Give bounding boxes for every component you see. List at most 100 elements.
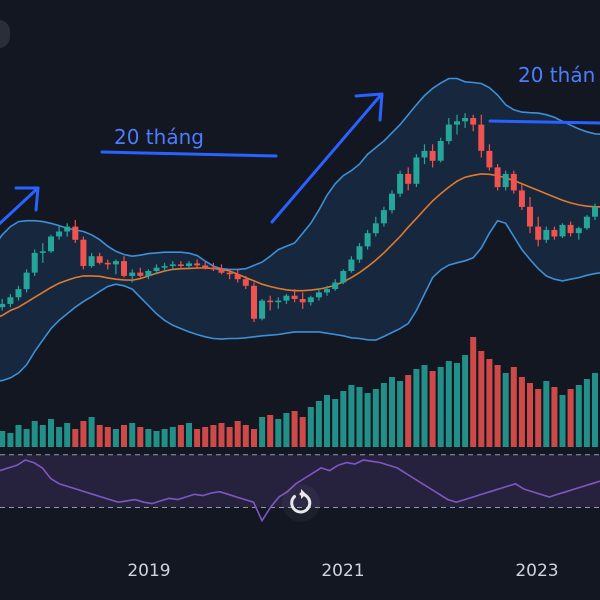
volume-bar	[39, 425, 46, 447]
volume-bar	[356, 387, 363, 447]
volume-bar	[535, 389, 542, 447]
x-tick-2023: 2023	[515, 561, 558, 581]
x-tick-2021: 2021	[321, 561, 364, 581]
annotation-arrow-1	[0, 186, 40, 226]
candle-body	[356, 246, 363, 260]
volume-bar	[462, 355, 469, 447]
volume-bar	[575, 385, 582, 447]
candle-body	[445, 124, 452, 142]
candle-body	[112, 261, 119, 265]
candle-body	[283, 295, 290, 301]
volume-bar	[559, 395, 566, 447]
candle-body	[88, 256, 95, 267]
volume-bar	[267, 415, 274, 447]
candle-body	[7, 297, 14, 304]
volume-bar	[421, 365, 428, 447]
volume-bar	[478, 351, 485, 447]
volume-bar	[145, 429, 152, 447]
volume-bar	[202, 427, 209, 447]
volume-bar	[494, 365, 501, 447]
volume-bar	[315, 401, 322, 447]
candle-body	[259, 300, 266, 319]
candle-body	[592, 206, 598, 217]
candle-body	[121, 261, 127, 276]
candle-body	[437, 141, 444, 161]
volume-bar	[0, 431, 6, 447]
candle-body	[129, 272, 136, 276]
volume-bar	[186, 423, 192, 447]
candle-body	[251, 285, 257, 319]
candle-body	[15, 289, 22, 298]
volume-bar	[332, 399, 339, 447]
candle-body	[575, 228, 582, 234]
candle-body	[23, 272, 30, 290]
annotation-line-2	[488, 119, 600, 125]
candle-body	[104, 262, 111, 265]
candle-body	[64, 226, 71, 232]
candle-body	[486, 150, 493, 168]
volume-bar	[72, 429, 79, 447]
candle-body	[137, 272, 144, 276]
candle-body	[470, 118, 477, 125]
candle-body	[324, 289, 330, 293]
candle-body	[429, 150, 436, 161]
volume-bar	[437, 367, 444, 447]
candle-body	[462, 118, 469, 122]
candle-body	[267, 300, 274, 303]
candle-body	[202, 265, 209, 268]
volume-bar	[372, 389, 379, 447]
replay-button[interactable]	[282, 484, 320, 522]
candle-body	[405, 173, 412, 184]
volume-bar	[242, 425, 249, 447]
candle-body	[478, 124, 485, 151]
candle-body	[510, 173, 517, 191]
bollinger-upper-line	[0, 77, 600, 271]
candle-body	[502, 173, 509, 188]
candle-body	[518, 190, 525, 207]
candle-body	[242, 279, 249, 286]
candle-body	[56, 231, 63, 237]
candle-body	[145, 271, 152, 276]
volume-bar	[88, 417, 95, 447]
volume-bar	[104, 427, 111, 447]
candle-body	[551, 229, 558, 237]
panel-toggle-button[interactable]	[0, 20, 10, 48]
volume-bar	[397, 381, 404, 447]
volume-bar	[283, 413, 290, 447]
volume-bar	[470, 337, 477, 447]
rsi-line	[0, 459, 600, 523]
candle-body	[494, 167, 501, 188]
volume-bar	[129, 423, 136, 447]
candle-body	[96, 256, 103, 263]
volume-bar	[96, 425, 103, 447]
annotation-arrow-2	[270, 94, 382, 224]
volume-bar	[194, 429, 201, 447]
candle-body	[583, 216, 590, 229]
volume-bar	[364, 393, 371, 447]
candle-body	[340, 271, 347, 283]
volume-bar	[275, 419, 282, 447]
candle-body	[299, 299, 306, 303]
candle-body	[421, 150, 428, 158]
volume-bar	[348, 385, 355, 447]
candle-body	[397, 173, 404, 194]
volume-bar	[380, 383, 387, 447]
volume-bar	[413, 369, 420, 447]
volume-bar	[299, 417, 306, 447]
candle-body	[161, 266, 168, 268]
candle-body	[364, 233, 371, 247]
candle-body	[39, 251, 46, 253]
volume-bar	[502, 373, 509, 447]
replay-icon	[290, 489, 312, 514]
volume-bar	[31, 421, 38, 447]
volume-bar	[510, 367, 517, 447]
candle-body	[226, 272, 233, 275]
annotation-label-1: 20 tháng	[114, 125, 204, 149]
volume-bar	[137, 427, 144, 447]
volume-bar	[169, 427, 176, 447]
candle-body	[186, 263, 192, 266]
candle-body	[527, 206, 533, 227]
volume-bar	[234, 421, 241, 447]
candle-body	[153, 267, 160, 271]
